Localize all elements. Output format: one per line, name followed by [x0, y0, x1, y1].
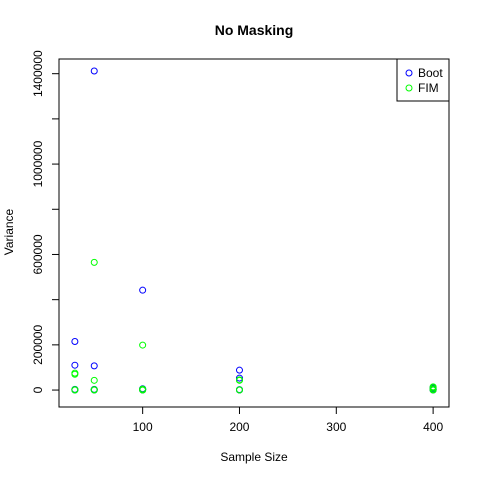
data-point-fim [90, 386, 98, 394]
x-tick-label: 100 [133, 420, 153, 434]
data-point-boot [235, 366, 243, 374]
data-point-fim [235, 386, 243, 394]
x-axis-label: Sample Size [220, 450, 288, 464]
data-point-boot [235, 374, 243, 382]
legend-box [396, 58, 450, 102]
y-axis-label: Variance [2, 208, 16, 255]
x-axis: 100 200 300 400 [133, 406, 443, 434]
y-tick-label: 1400000 [31, 50, 45, 97]
data-point-boot [90, 67, 98, 75]
y-tick-label: 600000 [31, 234, 45, 274]
data-point-fim [139, 386, 147, 394]
data-point-boot [139, 286, 147, 294]
x-tick-label: 300 [326, 420, 346, 434]
y-tick-label: 0 [31, 386, 45, 393]
chart-title: No Masking [215, 22, 294, 38]
data-points [71, 67, 437, 394]
data-point-boot [71, 361, 79, 369]
data-point-fim [71, 386, 79, 394]
legend-label: FIM [418, 81, 439, 95]
legend-label: Boot [418, 66, 443, 80]
y-tick-label: 1000000 [31, 140, 45, 187]
y-tick-label: 200000 [31, 325, 45, 365]
x-tick-label: 400 [423, 420, 443, 434]
data-point-fim [235, 376, 243, 384]
data-point-boot [71, 337, 79, 345]
data-point-fim [90, 258, 98, 266]
legend-marker [405, 84, 413, 92]
data-point-boot [90, 362, 98, 370]
data-point-fim [429, 386, 437, 394]
x-tick-label: 200 [229, 420, 249, 434]
data-point-fim [90, 376, 98, 384]
y-axis: 0 200000 600000 1000000 1400000 [31, 50, 60, 393]
data-point-fim [71, 370, 79, 378]
data-point-fim [139, 341, 147, 349]
legend-marker [405, 69, 413, 77]
